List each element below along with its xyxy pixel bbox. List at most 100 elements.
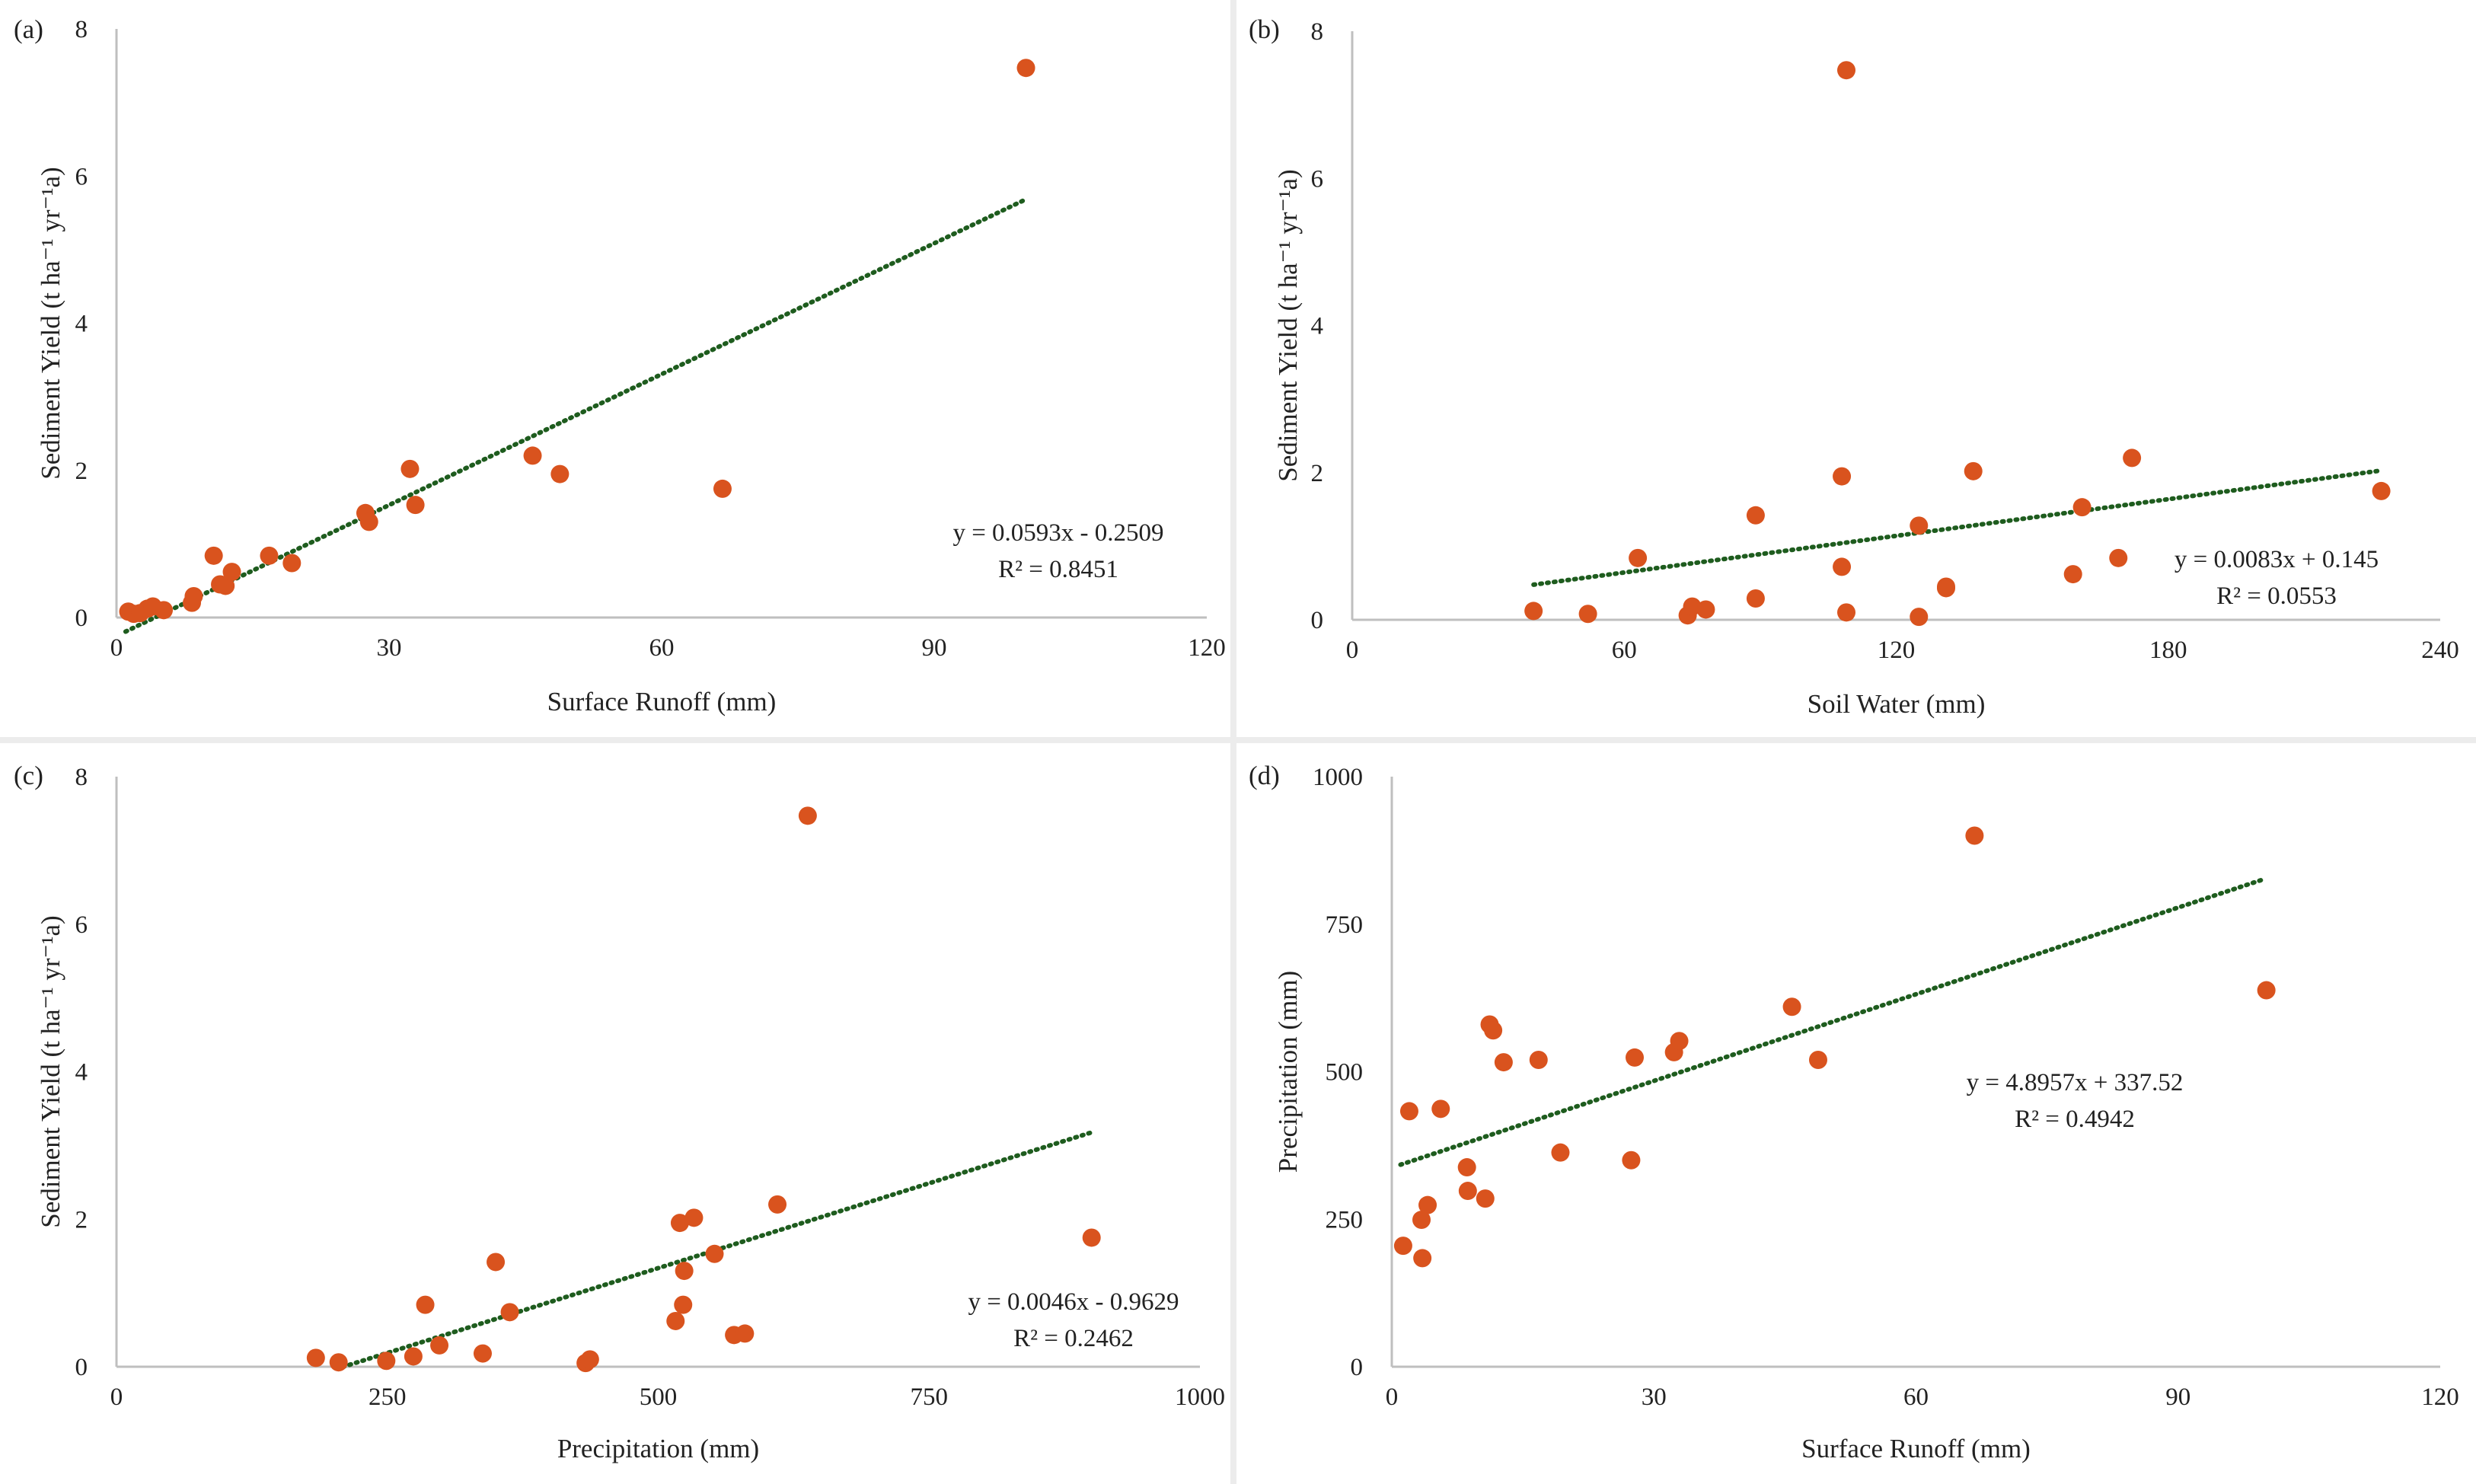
trendline: [123, 197, 1028, 634]
r-squared-label: R² = 0.8451: [998, 556, 1118, 583]
data-point: [1910, 608, 1929, 627]
x-tick-label: 240: [2421, 637, 2459, 664]
x-tick-label: 90: [922, 634, 947, 662]
x-tick-label: 120: [2421, 1383, 2459, 1411]
data-point: [674, 1295, 693, 1314]
x-tick-label: 30: [377, 634, 402, 662]
data-point: [2063, 565, 2082, 584]
x-axis-title: Surface Runoff (mm): [547, 687, 777, 716]
data-point: [735, 1324, 755, 1343]
data-point: [713, 479, 732, 498]
y-tick-label: 4: [75, 311, 88, 338]
data-point: [1412, 1211, 1431, 1230]
trendline: [1531, 468, 2384, 587]
chart-panel-2: 0 60 120 180 240 0 2 4 6 8 Soil Water (mm) Sediment…: [1249, 14, 2459, 719]
data-point: [1494, 1053, 1513, 1072]
chart-panel-3: 0 250 500 750 1000 0 2 4 6 8 Precipitation (mm) Sed…: [14, 761, 1225, 1463]
panel-label: (c): [14, 761, 43, 790]
data-point: [1399, 1102, 1418, 1121]
trendline-equation: y = 0.0083x + 0.145: [2174, 546, 2379, 573]
data-point: [1746, 589, 1765, 608]
data-point: [430, 1336, 449, 1355]
data-point: [473, 1344, 492, 1363]
data-point: [1833, 557, 1852, 576]
x-tick-label: 500: [640, 1383, 678, 1411]
data-point: [2072, 498, 2092, 517]
data-point: [1458, 1182, 1477, 1201]
data-point: [1578, 605, 1597, 624]
data-point: [487, 1253, 506, 1272]
data-point: [1393, 1237, 1412, 1256]
x-tick-label: 0: [110, 1383, 123, 1411]
y-tick-label: 6: [75, 911, 88, 939]
vertical-panel-divider: [1230, 0, 1236, 1484]
y-tick-label: 8: [75, 764, 88, 791]
y-axis-title: Sediment Yield (t ha⁻¹ yr⁻¹a): [1273, 169, 1303, 481]
data-point: [1484, 1021, 1503, 1040]
data-point: [675, 1262, 694, 1281]
data-point: [1833, 467, 1852, 486]
data-point: [1964, 461, 1983, 480]
x-axis-title: Soil Water (mm): [1808, 689, 1986, 719]
y-tick-label: 4: [75, 1059, 88, 1087]
data-point: [2372, 481, 2391, 500]
data-point: [1683, 597, 1702, 616]
data-point: [684, 1208, 704, 1227]
data-point: [406, 496, 425, 515]
y-tick-label: 0: [1311, 607, 1324, 634]
data-point: [216, 576, 235, 595]
x-tick-label: 750: [911, 1383, 949, 1411]
y-tick-label: 0: [75, 1354, 88, 1381]
trendline-equation: y = 4.8957x + 337.52: [1967, 1069, 2184, 1096]
data-point: [500, 1303, 519, 1322]
data-point: [550, 464, 570, 483]
data-point: [768, 1195, 787, 1214]
data-point: [260, 546, 279, 565]
data-point: [359, 512, 378, 531]
data-point: [1529, 1051, 1548, 1069]
data-point: [666, 1311, 685, 1330]
data-point: [306, 1348, 325, 1368]
data-point: [1837, 603, 1856, 622]
r-squared-label: R² = 0.0553: [2216, 582, 2337, 610]
x-tick-label: 180: [2149, 637, 2187, 664]
x-tick-label: 60: [649, 634, 675, 662]
data-point: [2257, 981, 2276, 1000]
trendline: [1398, 876, 2268, 1167]
data-point: [1431, 1099, 1450, 1119]
y-tick-label: 2: [75, 458, 88, 485]
x-axis-title: Surface Runoff (mm): [1801, 1434, 2031, 1463]
data-point: [400, 459, 420, 478]
y-tick-label: 0: [1351, 1354, 1364, 1381]
x-tick-label: 0: [110, 634, 123, 662]
data-point: [1782, 997, 1801, 1016]
panel-label: (a): [14, 14, 43, 44]
y-tick-label: 0: [75, 605, 88, 632]
data-point: [1837, 61, 1856, 80]
x-tick-label: 250: [369, 1383, 407, 1411]
y-axis-title: Sediment Yield (t ha⁻¹ yr⁻¹a): [36, 915, 65, 1227]
data-point: [1551, 1143, 1570, 1162]
data-point: [670, 1214, 689, 1233]
horizontal-panel-divider: [0, 737, 2476, 743]
y-tick-label: 1000: [1313, 764, 1363, 791]
r-squared-label: R² = 0.4942: [2015, 1106, 2135, 1133]
data-point: [1696, 600, 1715, 619]
y-tick-label: 500: [1326, 1059, 1364, 1087]
y-tick-label: 2: [1311, 460, 1324, 487]
data-point: [416, 1295, 435, 1314]
data-point: [377, 1352, 396, 1371]
data-point: [1910, 516, 1929, 535]
y-tick-label: 4: [1311, 313, 1324, 340]
data-point: [2109, 548, 2128, 567]
data-point: [1965, 826, 1984, 845]
data-point: [329, 1353, 348, 1372]
trendline-equation: y = 0.0046x - 0.9629: [968, 1288, 1179, 1316]
y-tick-label: 750: [1326, 911, 1364, 939]
data-point: [1476, 1189, 1495, 1208]
data-point: [1936, 577, 1955, 596]
x-tick-label: 1000: [1175, 1383, 1225, 1411]
chart-panel-4: 0 30 60 90 120 0 250 500 750 1000 Surface Runoff (…: [1249, 761, 2459, 1463]
data-point: [204, 546, 223, 565]
y-tick-label: 6: [1311, 165, 1324, 193]
